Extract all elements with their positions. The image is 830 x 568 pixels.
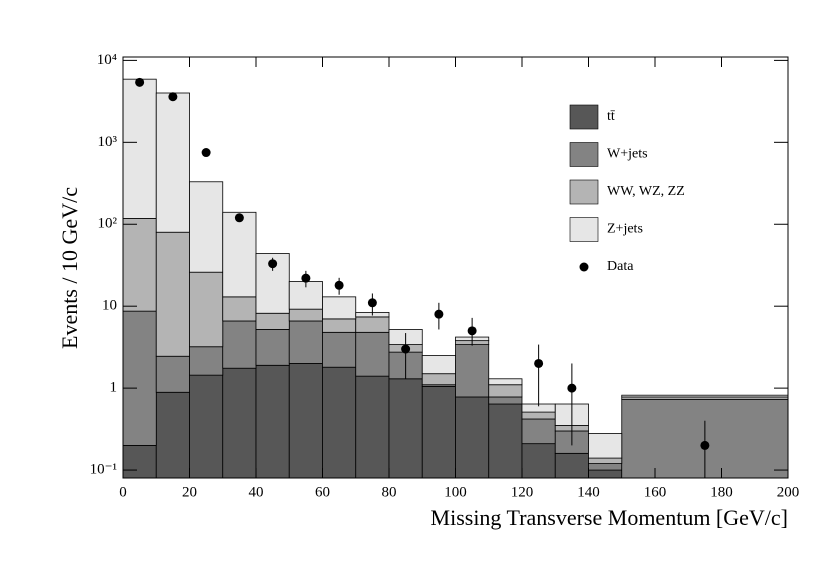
data-point	[135, 77, 145, 87]
x-axis-label: Missing Transverse Momentum [GeV/c]	[431, 505, 788, 530]
x-tick-label: 20	[182, 484, 197, 500]
bar-segment	[123, 78, 157, 219]
data-point	[700, 440, 710, 450]
bar-segment	[588, 463, 623, 471]
legend-swatch	[569, 142, 599, 167]
data-point	[168, 92, 178, 102]
bar-segment	[488, 396, 523, 405]
data-point	[301, 273, 311, 283]
y-tick-label: 10³	[98, 134, 118, 150]
bar-segment	[123, 218, 157, 312]
x-tick-label: 120	[511, 484, 534, 500]
x-tick-label: 40	[249, 484, 264, 500]
bar-segment	[488, 384, 523, 398]
bar-segment	[155, 355, 190, 393]
bar-segment	[588, 457, 623, 464]
data-point	[534, 358, 544, 368]
bar-segment	[322, 296, 357, 320]
y-tick-label: 10⁻¹	[90, 461, 117, 477]
bar-segment	[554, 452, 589, 478]
bar-segment	[288, 320, 323, 364]
bar-segment	[588, 433, 623, 459]
bar-segment	[222, 211, 257, 298]
bar-segment	[388, 378, 423, 478]
legend-swatch	[569, 104, 599, 130]
bar-segment	[355, 375, 390, 478]
x-tick-label: 80	[382, 484, 397, 500]
x-tick-label: 160	[644, 484, 667, 500]
bar-segment	[189, 374, 224, 478]
y-tick-label: 10	[102, 298, 117, 314]
bar-segment	[621, 394, 788, 398]
bar-segment	[455, 344, 490, 398]
bar-segment	[322, 366, 357, 478]
y-tick-label: 10²	[98, 216, 118, 232]
legend-marker	[579, 262, 589, 272]
bar-segment	[455, 396, 490, 478]
data-point	[334, 280, 344, 290]
bar-segment	[189, 346, 224, 376]
bar-segment	[421, 355, 456, 375]
x-tick-label: 100	[444, 484, 467, 500]
data-point	[367, 298, 377, 308]
bar-segment	[123, 444, 157, 478]
bar-segment	[222, 296, 257, 322]
x-tick-label: 140	[577, 484, 600, 500]
legend-label: WW, WZ, ZZ	[607, 184, 685, 199]
plot-area	[123, 77, 788, 478]
bar-segment	[222, 367, 257, 478]
bar-segment	[355, 316, 390, 333]
bar-segment	[155, 92, 190, 233]
bar-segment	[123, 310, 157, 446]
bar-segment	[521, 411, 556, 420]
y-tick-label: 10⁴	[97, 52, 117, 68]
bar-segment	[255, 364, 290, 478]
legend-label: Data	[607, 259, 634, 274]
data-point	[434, 309, 444, 319]
data-point	[467, 326, 477, 336]
legend-label: tt̄	[607, 109, 616, 124]
bar-segment	[488, 378, 523, 386]
y-axis-label: Events / 10 GeV/c	[57, 187, 82, 349]
bar-segment	[322, 331, 357, 368]
legend-swatch	[569, 217, 599, 242]
bar-segment	[255, 312, 290, 330]
bar-segment	[421, 385, 456, 478]
x-tick-label: 200	[777, 484, 800, 500]
bar-segment	[322, 318, 357, 333]
bar-segment	[488, 403, 523, 478]
bar-segment	[355, 331, 390, 377]
legend-label: Z+jets	[607, 222, 643, 237]
y-tick-label: 1	[110, 380, 118, 396]
bar-segment	[521, 443, 556, 478]
bar-segment	[155, 391, 190, 478]
legend-swatch	[569, 179, 599, 205]
bar-segment	[255, 329, 290, 366]
bar-segment	[288, 363, 323, 478]
data-point	[201, 148, 211, 158]
data-point	[567, 383, 577, 393]
x-tick-label: 180	[710, 484, 733, 500]
bar-segment	[222, 320, 257, 369]
x-tick-label: 60	[315, 484, 330, 500]
bar-segment	[421, 373, 456, 386]
legend-label: W+jets	[607, 147, 648, 162]
bar-segment	[189, 271, 224, 348]
data-point	[401, 344, 411, 354]
bar-segment	[288, 308, 323, 322]
data-point	[234, 213, 244, 223]
x-tick-label: 0	[119, 484, 127, 500]
bar-segment	[189, 181, 224, 273]
data-point	[268, 259, 278, 269]
bar-segment	[521, 418, 556, 445]
bar-segment	[155, 231, 190, 357]
